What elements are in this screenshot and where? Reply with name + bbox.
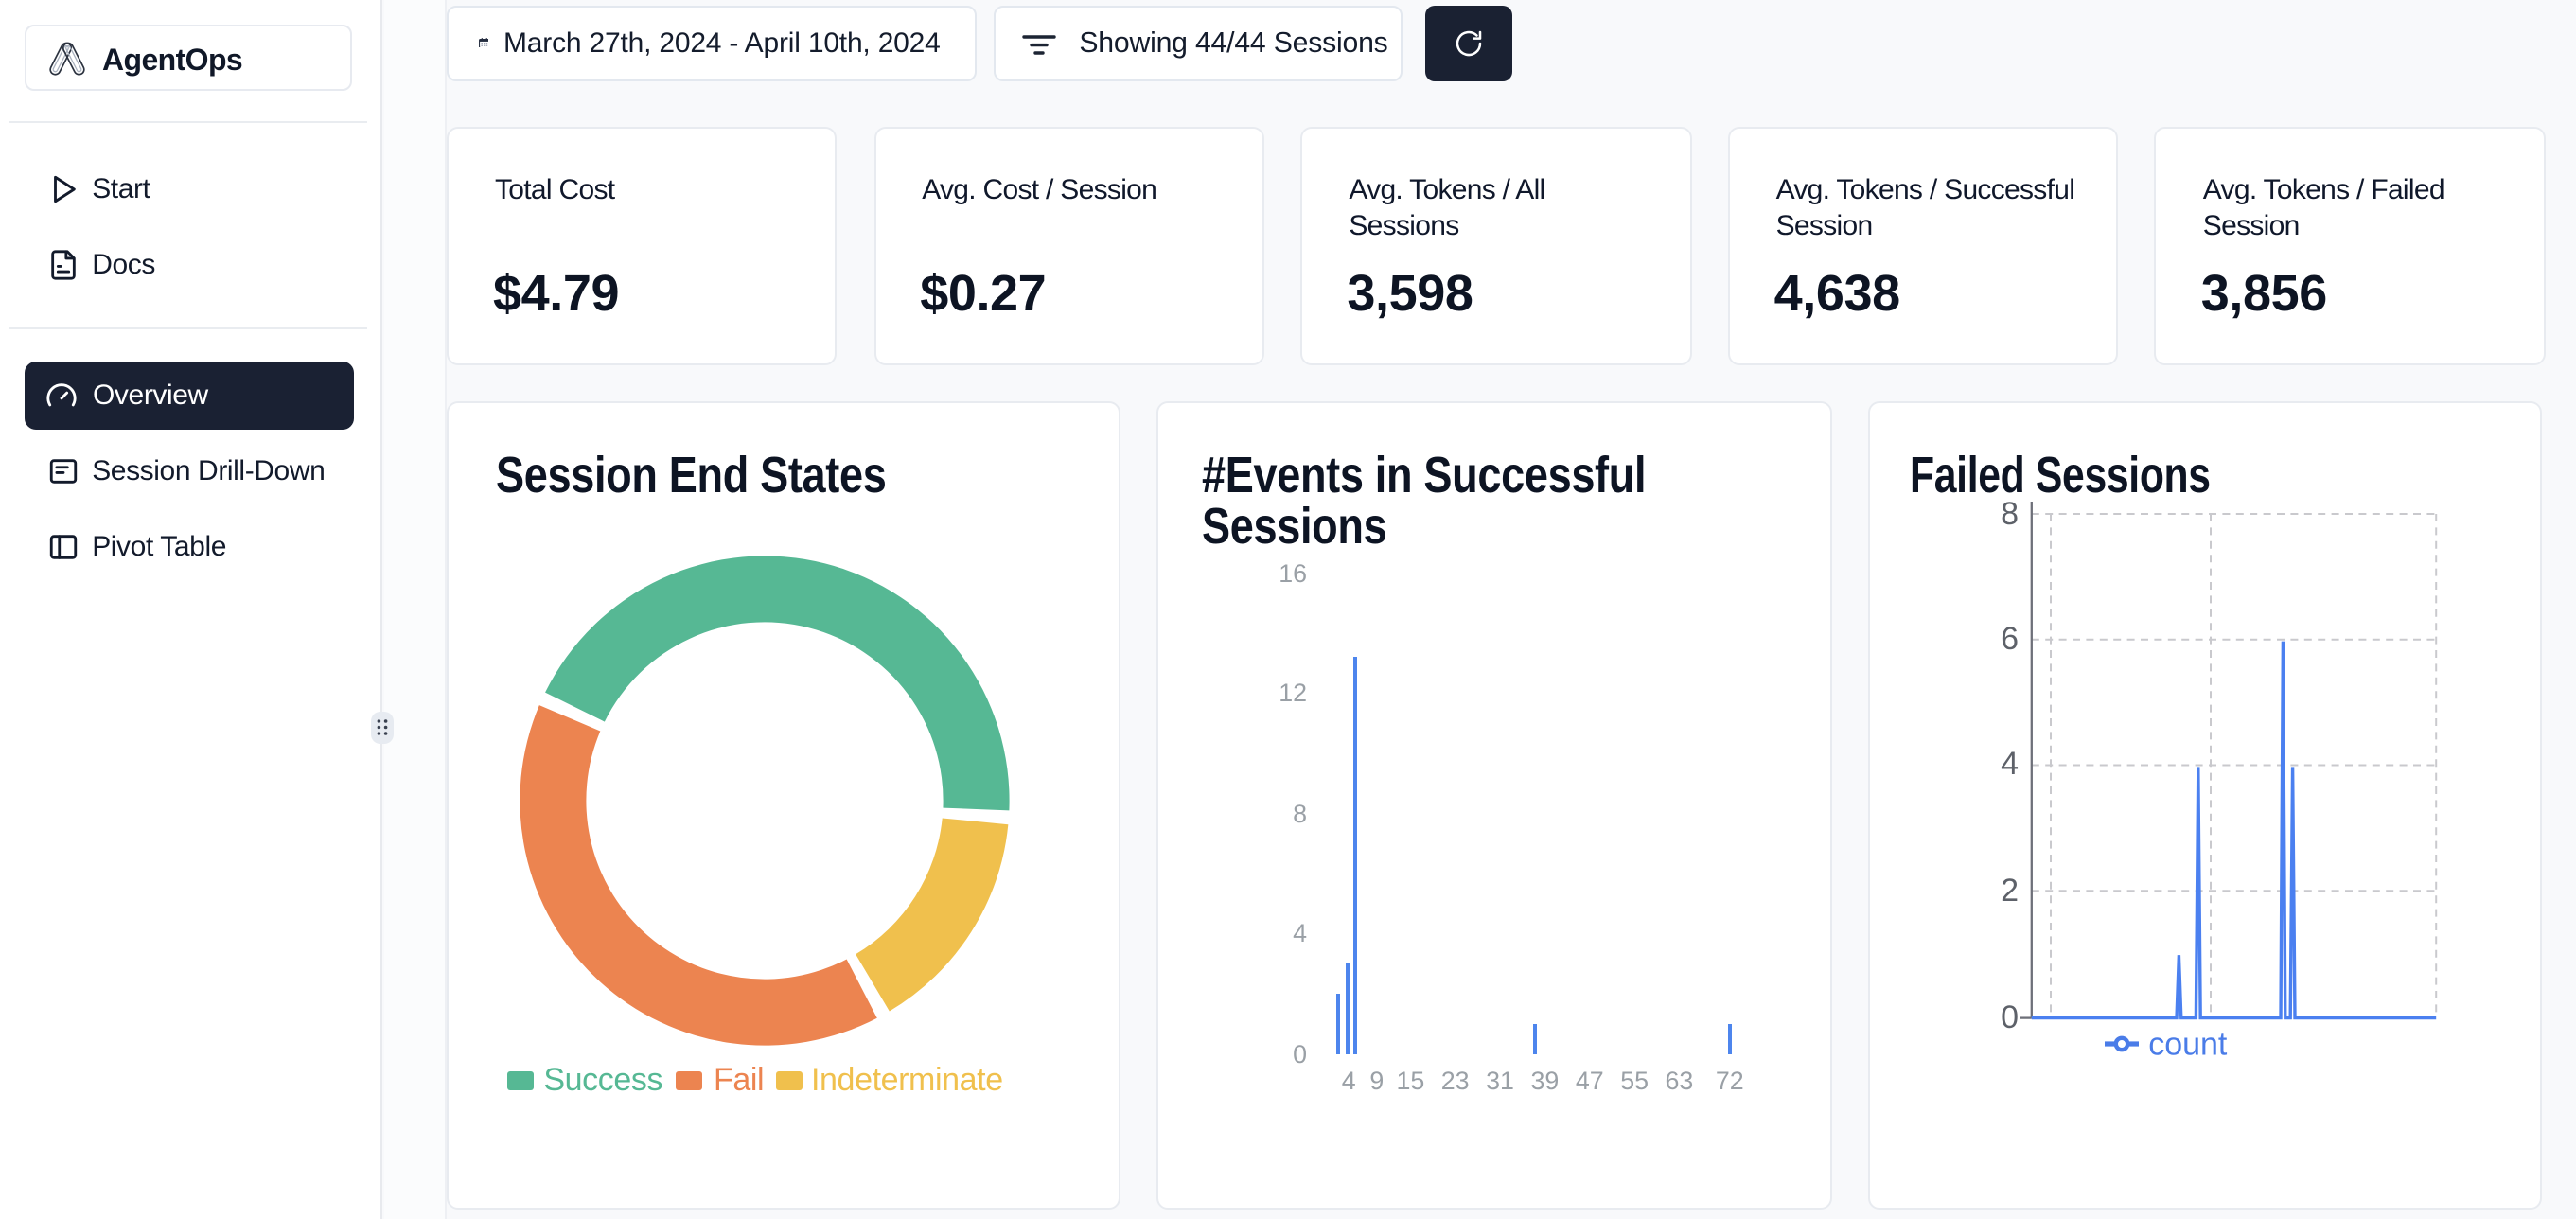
svg-text:count: count (2148, 1027, 2228, 1060)
